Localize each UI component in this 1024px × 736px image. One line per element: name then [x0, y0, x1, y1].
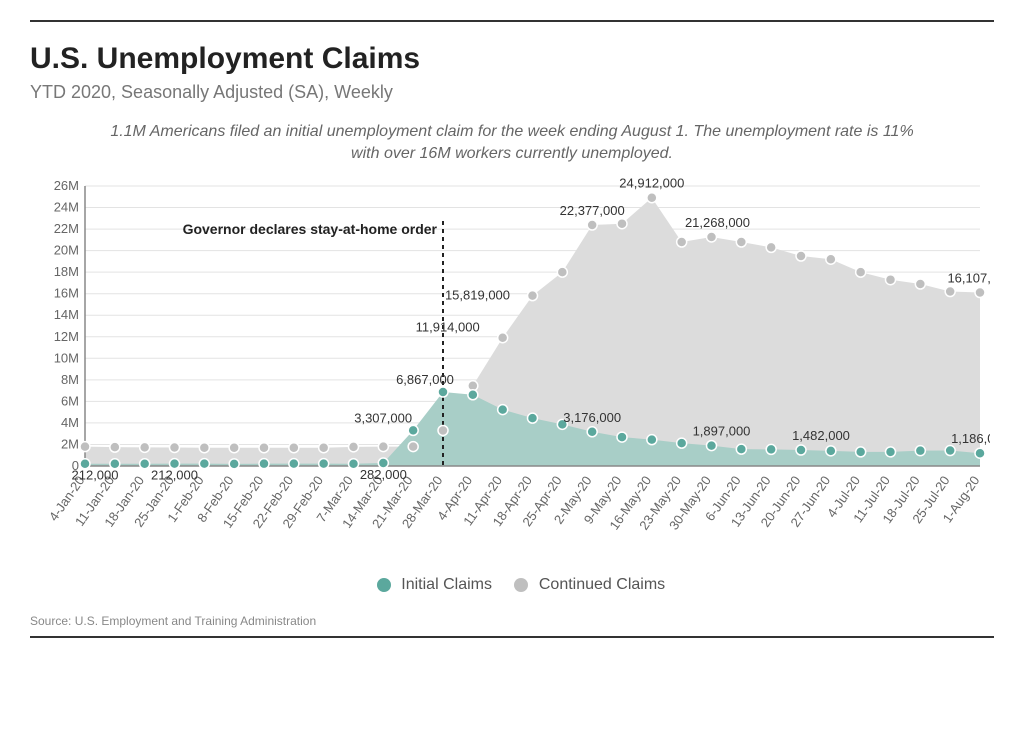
svg-text:24,912,000: 24,912,000 — [619, 176, 684, 191]
svg-text:4M: 4M — [61, 415, 79, 430]
legend-dot-continued — [514, 578, 528, 592]
top-rule — [30, 20, 994, 22]
svg-text:24M: 24M — [54, 199, 79, 214]
svg-text:3,176,000: 3,176,000 — [563, 410, 621, 425]
svg-text:2M: 2M — [61, 436, 79, 451]
svg-text:8M: 8M — [61, 372, 79, 387]
legend-label-continued: Continued Claims — [539, 576, 665, 593]
bottom-rule — [30, 636, 994, 638]
svg-text:14M: 14M — [54, 307, 79, 322]
svg-text:11,914,000: 11,914,000 — [416, 319, 480, 334]
svg-text:18M: 18M — [54, 264, 79, 279]
svg-text:282,000: 282,000 — [360, 467, 407, 482]
svg-text:26M: 26M — [54, 178, 79, 193]
legend-dot-initial — [377, 578, 391, 592]
legend: Initial Claims Continued Claims — [30, 576, 994, 594]
svg-text:22M: 22M — [54, 221, 79, 236]
svg-text:22,377,000: 22,377,000 — [560, 203, 625, 218]
svg-text:15,819,000: 15,819,000 — [445, 287, 510, 302]
chart-caption: 1.1M Americans filed an initial unemploy… — [90, 121, 934, 166]
svg-text:3,307,000: 3,307,000 — [354, 410, 412, 425]
svg-text:Governor declares stay-at-home: Governor declares stay-at-home order — [183, 221, 438, 237]
caption-line-1: 1.1M Americans filed an initial unemploy… — [110, 123, 913, 140]
svg-text:212,000: 212,000 — [72, 467, 119, 482]
legend-label-initial: Initial Claims — [401, 576, 492, 593]
svg-text:6M: 6M — [61, 393, 79, 408]
svg-text:12M: 12M — [54, 329, 79, 344]
chart-svg: 02M4M6M8M10M12M14M16M18M20M22M24M26MGove… — [30, 176, 990, 556]
svg-text:10M: 10M — [54, 350, 79, 365]
svg-text:16,107,000: 16,107,000 — [947, 270, 990, 285]
svg-text:212,000: 212,000 — [151, 467, 198, 482]
svg-text:16M: 16M — [54, 285, 79, 300]
svg-text:20M: 20M — [54, 242, 79, 257]
caption-line-2: with over 16M workers currently unemploy… — [351, 145, 673, 162]
source-text: Source: U.S. Employment and Training Adm… — [30, 614, 994, 628]
chart-title: U.S. Unemployment Claims — [30, 42, 994, 76]
svg-text:6,867,000: 6,867,000 — [396, 372, 454, 387]
svg-text:1,897,000: 1,897,000 — [693, 423, 751, 438]
area-chart: 02M4M6M8M10M12M14M16M18M20M22M24M26MGove… — [30, 176, 994, 556]
svg-text:1,186,000: 1,186,000 — [951, 431, 990, 446]
svg-text:21,268,000: 21,268,000 — [685, 215, 750, 230]
chart-subtitle: YTD 2020, Seasonally Adjusted (SA), Week… — [30, 82, 994, 103]
svg-text:1,482,000: 1,482,000 — [792, 428, 850, 443]
